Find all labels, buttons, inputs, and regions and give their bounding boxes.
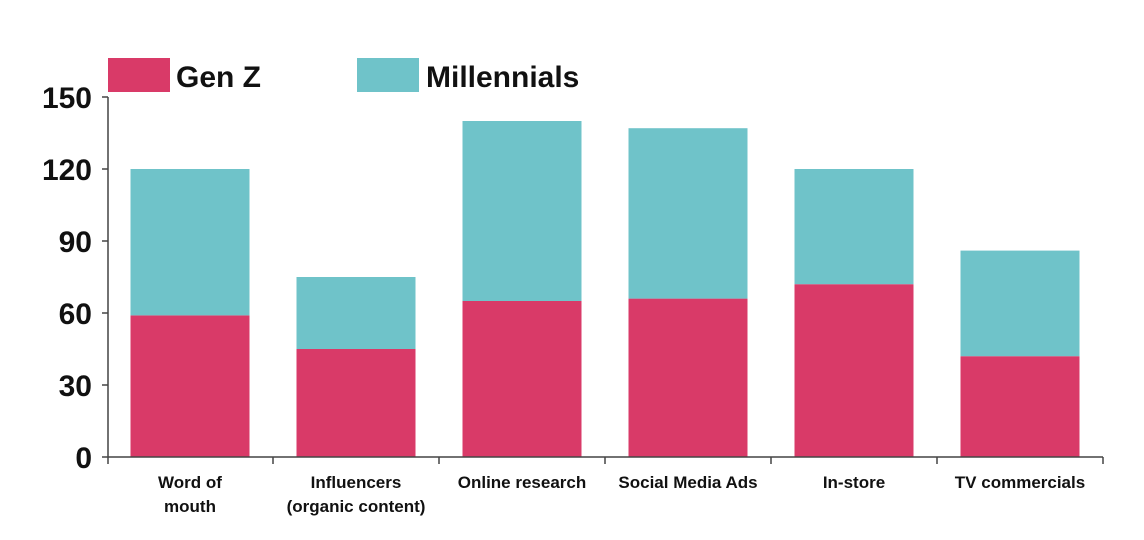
bar-genz-0 bbox=[130, 315, 250, 457]
bar-millennials-5 bbox=[960, 250, 1080, 357]
bar-genz-5 bbox=[960, 356, 1080, 457]
y-tick-label: 30 bbox=[59, 370, 92, 403]
bar-millennials-2 bbox=[462, 121, 582, 301]
bar-genz-3 bbox=[628, 298, 748, 457]
x-tick-label: Social Media Ads bbox=[618, 473, 757, 492]
legend: Gen Z Millennials bbox=[108, 58, 579, 94]
x-axis: Word of mouth Influencers (organic content)… bbox=[107, 456, 1104, 516]
bar-millennials-4 bbox=[794, 169, 914, 285]
x-tick-label: In-store bbox=[823, 473, 885, 492]
legend-swatch-0 bbox=[108, 58, 170, 92]
bars bbox=[130, 121, 1080, 457]
y-tick-label: 90 bbox=[59, 226, 92, 259]
x-tick-label: TV commercials bbox=[955, 473, 1085, 492]
x-tick-label: Word of mouth bbox=[158, 473, 222, 516]
x-tick-label: Influencers (organic content) bbox=[287, 473, 426, 516]
bar-genz-4 bbox=[794, 284, 914, 457]
x-tick-label: Online research bbox=[458, 473, 587, 492]
legend-label-1: Millennials bbox=[426, 61, 579, 94]
bar-millennials-3 bbox=[628, 128, 748, 299]
legend-label-0: Gen Z bbox=[176, 61, 261, 94]
bar-millennials-0 bbox=[130, 169, 250, 316]
y-tick-label: 0 bbox=[75, 442, 92, 475]
y-tick-label: 60 bbox=[59, 298, 92, 331]
bar-genz-1 bbox=[296, 349, 416, 457]
bar-millennials-1 bbox=[296, 277, 416, 349]
y-tick-label: 150 bbox=[42, 82, 92, 115]
y-axis: 0 30 60 90 120 150 bbox=[42, 82, 109, 475]
y-tick-label: 120 bbox=[42, 154, 92, 187]
bar-genz-2 bbox=[462, 301, 582, 457]
legend-swatch-1 bbox=[357, 58, 419, 92]
